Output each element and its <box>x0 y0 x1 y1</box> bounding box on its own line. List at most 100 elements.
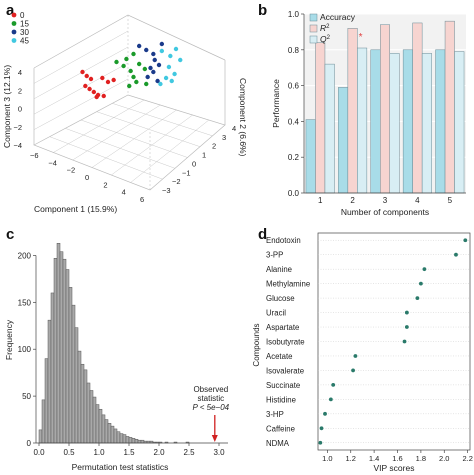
histogram-bar <box>122 434 127 444</box>
x-tick-label: 2.2 <box>462 454 472 463</box>
panel-label-a: a <box>6 2 15 19</box>
x-tick-label: 0.0 <box>33 448 45 457</box>
y-tick-label: 0 <box>18 105 22 114</box>
bar-q-3 <box>389 53 400 194</box>
vip-point <box>404 310 409 315</box>
data-point-30 <box>145 74 150 80</box>
compound-label: Alanine <box>266 265 292 274</box>
x-tick-label: −2 <box>67 166 76 175</box>
histogram-bar <box>59 251 64 444</box>
compound-label: Endotoxin <box>266 236 301 245</box>
data-point-0 <box>94 94 99 100</box>
wall-grid-line <box>33 78 129 130</box>
data-point-0 <box>87 86 92 92</box>
data-point-30 <box>148 65 153 71</box>
data-point-45 <box>173 46 179 52</box>
annotation-line-3: P < 5e−04 <box>192 403 229 412</box>
x-tick-label: 6 <box>140 195 144 204</box>
legend-marker-30 <box>11 29 17 35</box>
compound-label: Histidine <box>266 395 296 404</box>
histogram-bar <box>92 396 97 444</box>
histogram-bar <box>125 436 130 444</box>
bar-q-1 <box>324 63 335 194</box>
histogram-bar <box>137 439 142 444</box>
data-point-45 <box>159 48 165 54</box>
histogram-bar <box>119 433 124 444</box>
data-point-0 <box>105 79 111 85</box>
z-axis-label: Component 2 (6.6%) <box>238 78 248 157</box>
y-tick-label: 0.8 <box>288 46 300 55</box>
box-floor <box>33 94 226 191</box>
y-tick-label: 100 <box>18 345 32 354</box>
data-point-45 <box>169 78 174 84</box>
observed-arrow-head <box>211 435 218 442</box>
bar-accuracy-1 <box>305 119 316 194</box>
data-point-30 <box>155 78 160 84</box>
data-point-0 <box>100 75 105 81</box>
data-point-15 <box>121 63 126 69</box>
histogram-bar <box>107 423 112 444</box>
histogram-bar <box>89 390 94 444</box>
legend-label: 45 <box>20 37 29 46</box>
data-point-45 <box>168 53 173 59</box>
floor-grid-line <box>112 103 213 137</box>
data-point-15 <box>134 79 139 85</box>
wall-grid-line <box>33 62 129 115</box>
vip-point <box>454 252 458 257</box>
data-point-30 <box>144 47 149 53</box>
y-tick-label: 0 <box>27 439 32 448</box>
permutation-histogram: 0.0 0.5 1.0 1.5 2.0 2.5 3.0 0 50 100 150 200 Permuta… <box>4 243 230 472</box>
panel-label-b: b <box>258 2 268 19</box>
histogram-bar <box>44 358 49 444</box>
x-tick-label: 1.0 <box>93 448 105 457</box>
x-tick-label: 2 <box>350 196 355 205</box>
x-tick-label: −6 <box>30 151 39 160</box>
legend-swatch-accuracy <box>309 13 318 22</box>
y-axis-label: Compounds <box>252 323 261 366</box>
histogram-bar <box>113 428 118 444</box>
y-tick-label: 2 <box>18 86 22 95</box>
data-point-30 <box>156 62 162 68</box>
z-tick-label: 3 <box>222 133 226 142</box>
histogram-bar <box>62 258 67 444</box>
legend-swatch-r <box>309 24 318 33</box>
vip-point <box>418 281 423 286</box>
y-tick-label: 1.0 <box>288 10 300 19</box>
bar-q-4 <box>421 53 432 194</box>
histogram-bar <box>98 408 103 444</box>
histogram-bar <box>56 243 61 444</box>
histogram-bar <box>128 437 133 444</box>
floor-grid-line <box>91 109 177 168</box>
histogram-bar <box>131 438 136 444</box>
histogram-bar <box>80 363 85 444</box>
bar-q-2 <box>357 47 368 194</box>
data-point-15 <box>131 74 136 80</box>
annotation-line-2: statistic <box>197 394 224 403</box>
compound-label: Caffeine <box>266 424 295 433</box>
data-point-45 <box>172 71 177 77</box>
vip-dot-plot: Endotoxin 3-PP Alanine Methylamine Glucose Ur… <box>252 232 473 473</box>
legend-marker-45 <box>11 38 17 43</box>
legend-label-q: Q2 <box>320 34 331 44</box>
data-point-45 <box>166 64 172 70</box>
data-point-15 <box>128 68 133 74</box>
vip-point <box>353 354 358 358</box>
y-axis-label: Performance <box>271 79 281 128</box>
data-point-15 <box>142 66 148 72</box>
histogram-bar <box>83 369 88 444</box>
x-axis-label: Component 1 (15.9%) <box>34 204 117 214</box>
histogram-bar <box>50 292 55 444</box>
compound-label: Isovalerate <box>266 366 304 375</box>
x-tick-label: 2.0 <box>439 454 449 463</box>
panel-label-d: d <box>258 226 268 243</box>
vip-point <box>415 296 420 300</box>
vip-point <box>328 397 333 402</box>
data-point-0 <box>84 73 89 79</box>
floor-grid-line <box>130 119 209 183</box>
y-tick-label: 0.6 <box>288 82 300 91</box>
y-tick-label: 0.2 <box>288 153 300 162</box>
x-tick-label: 3 <box>383 196 388 205</box>
vip-point <box>422 267 427 272</box>
compound-label: Aspartate <box>266 323 299 332</box>
bar-r-3 <box>380 24 390 194</box>
